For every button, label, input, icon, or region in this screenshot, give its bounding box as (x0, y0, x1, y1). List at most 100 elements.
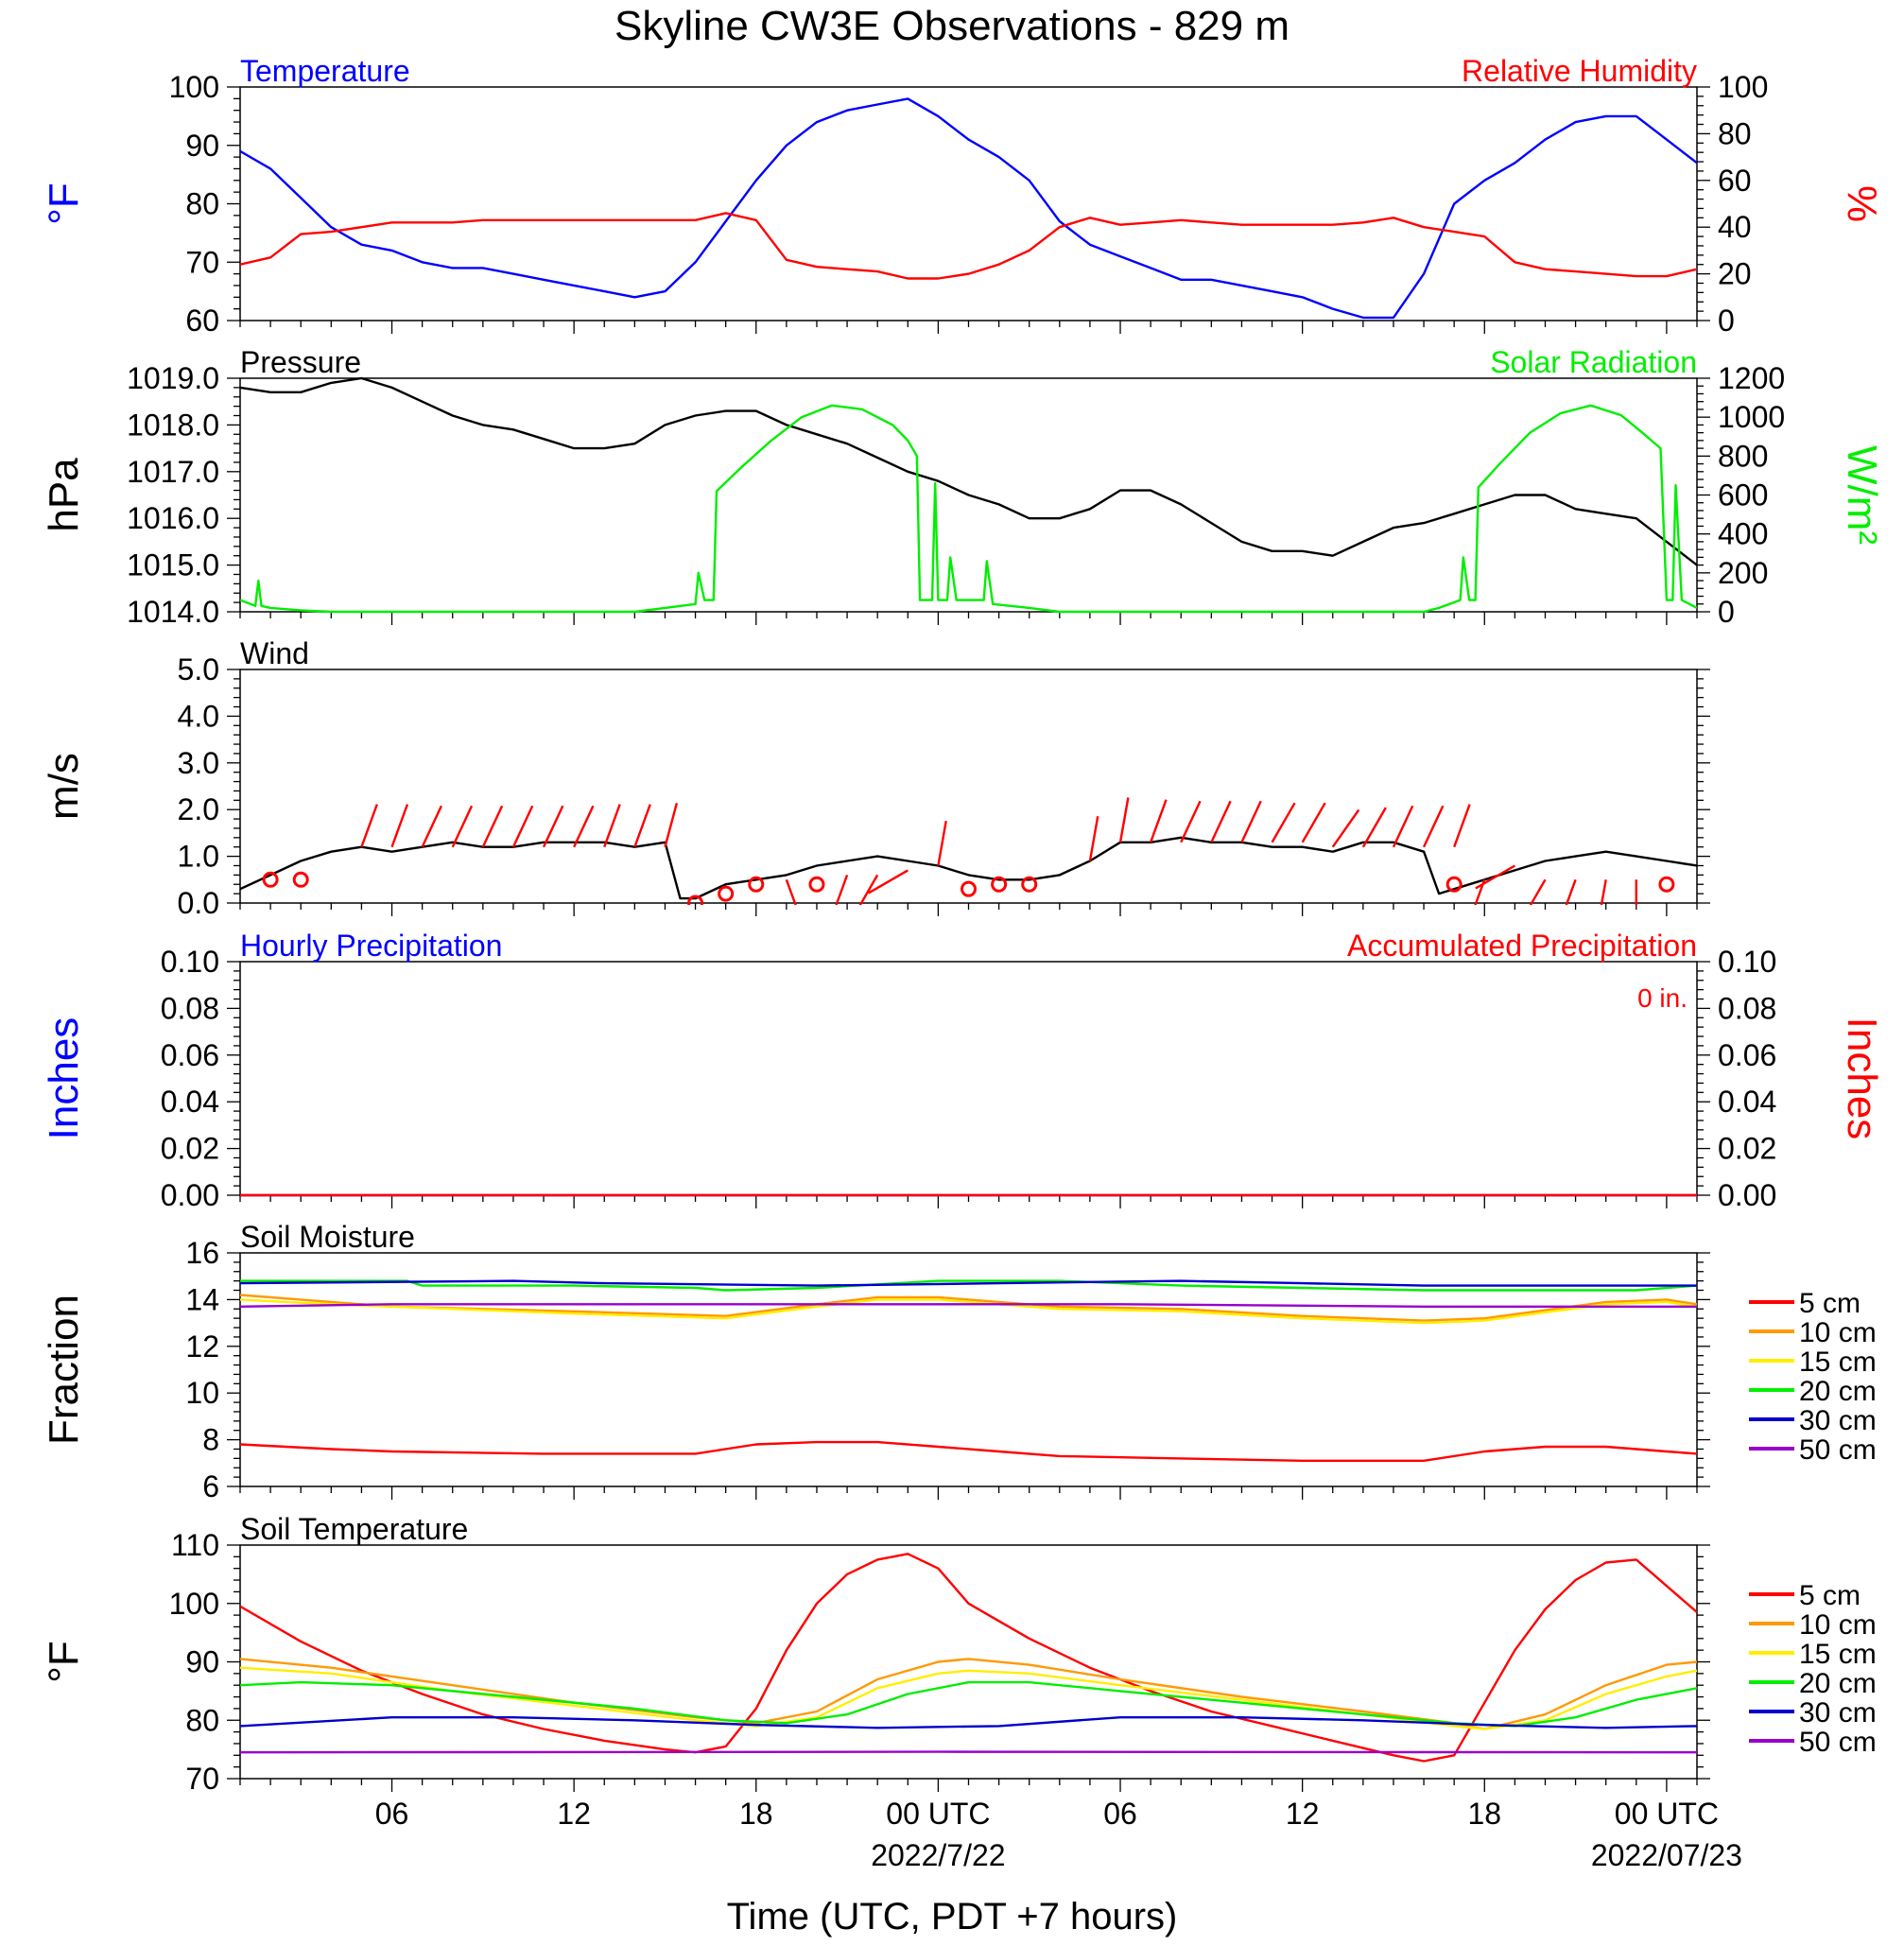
wind-barb (573, 805, 595, 848)
plot-frame (239, 669, 1698, 904)
wind-calm-marker (748, 876, 765, 893)
y-axis-label-left: Inches (41, 1017, 87, 1140)
y-tick-label-right: 80 (1718, 116, 1752, 150)
wind-barb (633, 804, 651, 848)
x-tick-label: 12 (1286, 1797, 1320, 1831)
wind-barb (1361, 807, 1387, 848)
y-axis-label-right: Inches (1839, 1017, 1885, 1140)
y-axis-label-left: hPa (41, 458, 87, 532)
series-group (240, 376, 1697, 614)
legend-label: 5 cm (1799, 1580, 1861, 1611)
y-tick-label-left: 1017.0 (127, 455, 219, 489)
y-tick-label-left: 110 (171, 1528, 219, 1562)
series-line-10cm (240, 1294, 1697, 1322)
x-tick-label: 12 (557, 1797, 591, 1831)
wind-calm-marker (1445, 876, 1463, 893)
y-tick-label-left: 100 (169, 70, 219, 104)
y-tick-label-left: 0.0 (178, 886, 219, 920)
series-line-5cm (240, 1440, 1697, 1462)
wind-barb (1474, 878, 1486, 905)
y-tick-label-left: 1018.0 (127, 408, 219, 442)
y-tick-label-right: 200 (1718, 556, 1768, 590)
wind-calm-marker (718, 885, 735, 902)
wind-barb (390, 804, 409, 848)
y-tick-label-right: 60 (1718, 164, 1752, 198)
wind-barb (1475, 864, 1515, 890)
legend-label: 30 cm (1799, 1405, 1877, 1436)
y-tick-label-left: 12 (185, 1329, 219, 1364)
wind-barb (664, 803, 679, 848)
panel-title-left: Wind (240, 636, 309, 670)
panel-title-left: Temperature (240, 54, 410, 88)
series-line-20cm (240, 1279, 1697, 1292)
y-tick-label-right: 0.06 (1718, 1038, 1776, 1072)
x-tick-date: 2022/7/22 (871, 1838, 1005, 1872)
y-tick-label-left: 8 (202, 1423, 219, 1457)
series-line-left-0 (240, 836, 1697, 900)
legend-label: 15 cm (1799, 1347, 1877, 1378)
y-tick-label-left: 4.0 (178, 699, 219, 733)
x-tick-label: 06 (375, 1797, 409, 1831)
panel-3: 0.0 1.0 2.0 3.0 4.0 5.0 Wind m/s (41, 636, 1710, 920)
plot-frame (239, 961, 1698, 1196)
y-tick-label-right: 400 (1718, 517, 1768, 551)
wind-barb (1301, 802, 1326, 843)
y-axis-label-left: °F (41, 1641, 87, 1682)
panel-title-left: Pressure (240, 345, 361, 379)
legend-label: 20 cm (1799, 1668, 1877, 1699)
x-tick-label: 18 (739, 1797, 773, 1831)
wind-calm-marker (262, 871, 279, 888)
y-tick-label-left: 90 (185, 1645, 219, 1679)
y-tick-label-left: 90 (185, 129, 219, 163)
legend-label: 10 cm (1799, 1317, 1877, 1348)
y-tick-label-left: 3.0 (178, 746, 219, 780)
wind-barb (1088, 816, 1099, 861)
series-line-50cm (240, 1303, 1697, 1308)
wind-calm-marker (1021, 876, 1038, 893)
wind-barb (421, 805, 442, 848)
y-tick-label-left: 80 (185, 1703, 219, 1737)
y-tick-label-left: 14 (185, 1282, 219, 1316)
panel-4: 0.00 0.02 0.04 0.06 0.08 0.10 0.00 0.02 0.04 0.06… (41, 929, 1885, 1212)
panel-title-right: Accumulated Precipitation (1347, 929, 1697, 963)
x-axis: 06 12 18 00 UTC 2022/7/22 06 12 18 00 UTC 2022/07… (375, 1797, 1742, 1872)
plot-frame (239, 86, 1698, 321)
wind-calm-marker (961, 880, 977, 897)
y-tick-label-right: 100 (1718, 70, 1768, 104)
y-tick-label-left: 80 (185, 187, 219, 221)
wind-barb (1392, 805, 1414, 848)
y-tick-label-left: 70 (185, 1762, 219, 1796)
panel-title-left: Soil Temperature (240, 1512, 468, 1546)
y-tick-label-left: 1.0 (178, 840, 219, 874)
series-line-right-1 (240, 212, 1697, 280)
wind-calm-marker (292, 871, 309, 888)
series-group (240, 797, 1697, 905)
y-tick-label-right: 40 (1718, 210, 1752, 244)
y-tick-label-right: 0.08 (1718, 991, 1776, 1025)
series-line-left-0 (240, 376, 1697, 566)
wind-barb (1600, 879, 1607, 905)
x-tick-date: 2022/07/23 (1591, 1838, 1742, 1872)
y-tick-label-right: 800 (1718, 439, 1768, 473)
wind-barb (1331, 808, 1360, 848)
y-tick-label-right: 0.10 (1718, 945, 1776, 979)
y-tick-label-left: 1015.0 (127, 548, 219, 582)
series-line-right-1 (240, 404, 1697, 614)
y-tick-label-left: 0.08 (161, 991, 219, 1025)
series-line-15cm (240, 1666, 1697, 1730)
panel-title-left: Hourly Precipitation (240, 929, 502, 963)
figure-title: Skyline CW3E Observations - 829 m (614, 3, 1290, 49)
wind-barb (542, 805, 564, 848)
legend-label: 50 cm (1799, 1434, 1877, 1466)
y-tick-label-right: 0 (1718, 304, 1735, 338)
wind-barb (1210, 800, 1232, 843)
plot-frame (239, 1544, 1698, 1780)
panel-2: 1014.0 1015.0 1016.0 1017.0 1018.0 1019.0 0 200… (41, 345, 1885, 629)
series-group (240, 1553, 1697, 1763)
y-tick-label-left: 70 (185, 245, 219, 279)
y-axis-label-left: °F (41, 182, 87, 224)
